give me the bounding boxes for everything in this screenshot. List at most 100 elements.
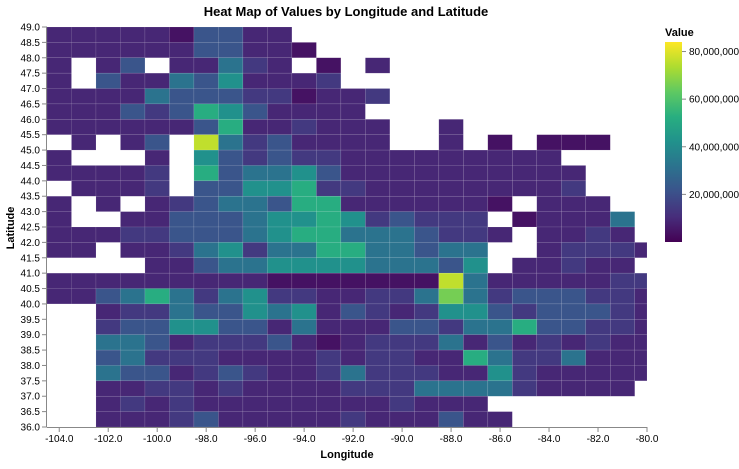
heatmap-cell — [487, 180, 513, 197]
heatmap-cell — [414, 211, 440, 228]
heatmap-cell — [389, 334, 415, 351]
heatmap-cell — [193, 134, 219, 151]
heatmap-cell — [218, 411, 244, 428]
heatmap-cell — [193, 411, 219, 428]
heatmap-cell — [291, 180, 317, 197]
heatmap-cell — [316, 195, 342, 212]
x-tick-label: -80.0 — [636, 434, 659, 445]
heatmap-cell — [267, 42, 293, 59]
heatmap-cell — [389, 288, 415, 305]
heatmap-cell — [242, 26, 268, 43]
heatmap-cell — [512, 334, 538, 351]
heatmap-cell — [169, 242, 195, 259]
heatmap-cell — [365, 411, 391, 428]
heatmap-cell — [169, 42, 195, 59]
heatmap-cell — [193, 303, 219, 320]
heatmap-cell — [169, 72, 195, 89]
heatmap-cell — [389, 195, 415, 212]
heatmap-cell — [193, 180, 219, 197]
heatmap-cell — [536, 134, 562, 151]
heatmap-cell — [561, 195, 587, 212]
x-axis: -104.0 -102.0 -100.0 -98.0 -96.0 -94.0 -92.0 -9… — [45, 427, 659, 445]
heatmap-cell — [438, 119, 464, 135]
heatmap-cell — [242, 411, 268, 428]
heatmap-cell — [193, 257, 219, 274]
heatmap-cell — [585, 365, 611, 382]
heatmap-cell — [120, 242, 146, 259]
heatmap-cell — [218, 272, 244, 289]
heatmap-cell — [95, 226, 121, 243]
heatmap-cell — [242, 334, 268, 351]
y-tick-label: 38.5 — [21, 346, 41, 357]
heatmap-cell — [291, 365, 317, 382]
heatmap-cell — [536, 242, 562, 259]
heatmap-cell — [414, 165, 440, 182]
heatmap-cell — [291, 395, 317, 412]
heatmap-cell — [414, 349, 440, 366]
heatmap-cell — [144, 319, 170, 335]
heatmap-cell — [561, 211, 587, 228]
heatmap-cell — [267, 380, 293, 397]
heatmap-cell — [144, 365, 170, 382]
heatmap-cell — [218, 134, 244, 151]
heatmap-cell — [316, 411, 342, 428]
x-tick-label: -88.0 — [440, 434, 463, 445]
heatmap-cell — [536, 319, 562, 335]
heatmap-cell — [438, 242, 464, 259]
heatmap-cell — [585, 334, 611, 351]
heatmap-cell — [291, 349, 317, 366]
heatmap-cell — [389, 380, 415, 397]
y-tick-label: 49.0 — [21, 23, 41, 34]
heatmap-cell — [95, 72, 121, 89]
heatmap-cell — [120, 365, 146, 382]
heatmap-cell — [218, 195, 244, 212]
x-tick-label: -98.0 — [195, 434, 218, 445]
heatmap-cell — [267, 26, 293, 43]
heatmap-cell — [120, 272, 146, 289]
heatmap-cell — [561, 257, 587, 274]
heatmap-cell — [389, 365, 415, 382]
heatmap-cell — [71, 88, 97, 105]
heatmap-cell — [193, 72, 219, 89]
heatmap-cell — [536, 149, 562, 166]
heatmap-cell — [340, 195, 366, 212]
x-tick-label: -92.0 — [342, 434, 365, 445]
heatmap-cell — [365, 119, 391, 135]
heatmap-cell — [218, 349, 244, 366]
heatmap-cell — [46, 211, 72, 228]
heatmap-cell — [242, 242, 268, 259]
heatmap-cell — [120, 57, 146, 74]
heatmap-cell — [120, 72, 146, 89]
heatmap-cell — [365, 349, 391, 366]
heatmap-cell — [218, 288, 244, 305]
heatmap-cell — [291, 257, 317, 274]
heatmap-cell — [316, 134, 342, 151]
heatmap-cell — [120, 211, 146, 228]
heatmap-cell — [610, 242, 636, 259]
heatmap-cell — [193, 195, 219, 212]
legend-gradient-bar — [665, 42, 682, 242]
heatmap-cell — [585, 319, 611, 335]
heatmap-cell — [120, 226, 146, 243]
x-tick-label: -96.0 — [244, 434, 267, 445]
heatmap-cell — [414, 195, 440, 212]
heatmap-cell — [438, 272, 464, 289]
heatmap-cell — [487, 195, 513, 212]
heatmap-cell — [291, 134, 317, 151]
heatmap-cell — [291, 211, 317, 228]
heatmap-cell — [463, 257, 489, 274]
heatmap-cell — [46, 226, 72, 243]
heatmap-cell — [169, 211, 195, 228]
y-tick-label: 45.5 — [21, 130, 41, 141]
heatmap-cell — [340, 349, 366, 366]
heatmap-cell — [193, 26, 219, 43]
heatmap-cell — [512, 180, 538, 197]
heatmap-cell — [365, 88, 391, 105]
heatmap-cell — [389, 180, 415, 197]
heatmap-cell — [71, 242, 97, 259]
heatmap-cell — [291, 411, 317, 428]
y-tick-label: 39.5 — [21, 315, 41, 326]
heatmap-cell — [95, 103, 121, 120]
heatmap-cell — [169, 88, 195, 105]
